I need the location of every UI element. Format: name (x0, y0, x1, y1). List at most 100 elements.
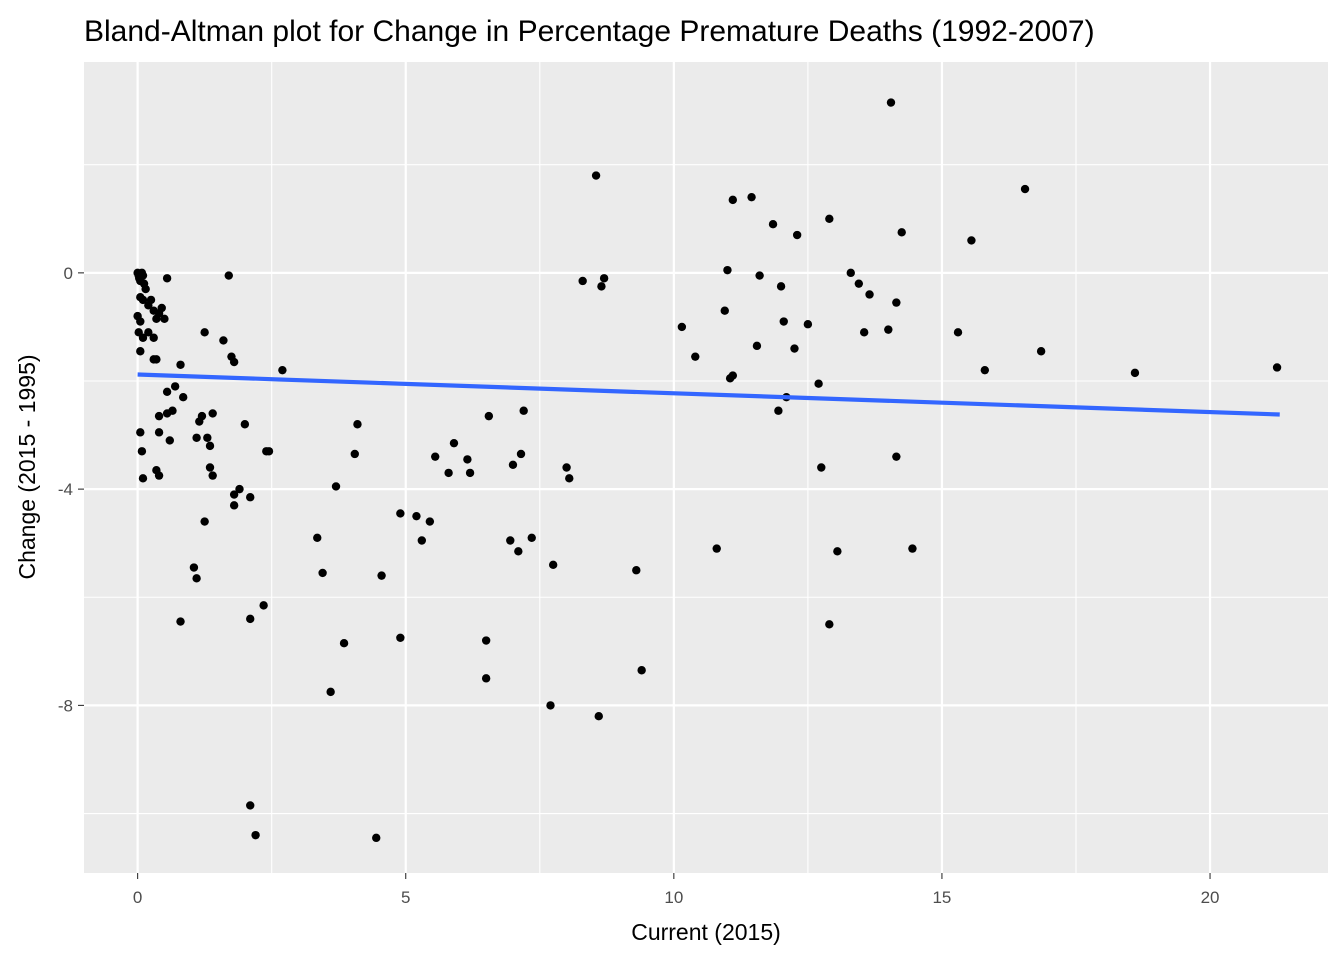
data-point (1036, 347, 1046, 356)
data-point (162, 387, 172, 397)
data-point (353, 420, 362, 429)
y-axis-title: Change (2015 - 1995) (14, 354, 40, 579)
data-points (133, 98, 1282, 843)
data-point (776, 282, 786, 291)
data-point (264, 447, 274, 456)
data-point (892, 298, 901, 307)
y-tick-label: -4 (58, 480, 73, 499)
data-point (637, 666, 646, 675)
data-point (203, 433, 212, 442)
data-point (578, 276, 587, 286)
data-point (326, 687, 335, 697)
data-point (137, 447, 147, 456)
data-point (240, 420, 250, 429)
data-point (953, 328, 963, 337)
data-point (229, 357, 239, 367)
data-point (465, 468, 475, 478)
x-axis-ticks: 0 5 10 15 20 (133, 873, 1219, 907)
y-tick-label: 0 (64, 264, 73, 283)
data-point (138, 333, 148, 342)
data-point (723, 265, 732, 275)
data-point (516, 449, 526, 459)
data-point (149, 333, 158, 342)
data-point (548, 560, 558, 570)
data-point (178, 393, 188, 402)
data-point (331, 482, 341, 491)
x-tick-label: 5 (401, 888, 410, 907)
data-point (790, 344, 799, 353)
data-point (1272, 363, 1282, 372)
data-point (833, 547, 842, 556)
y-tick-label: -8 (58, 696, 73, 715)
data-point (189, 563, 199, 572)
data-point (168, 406, 177, 415)
data-point (162, 274, 172, 283)
data-point (165, 436, 174, 445)
data-point (519, 406, 528, 415)
y-axis-ticks: 0 -4 -8 (58, 264, 84, 715)
data-point (377, 571, 386, 580)
data-point (854, 279, 864, 288)
data-point (825, 620, 834, 629)
data-point (251, 830, 260, 840)
data-point (859, 328, 869, 337)
data-point (514, 547, 523, 556)
data-point (747, 192, 756, 202)
data-point (594, 712, 603, 721)
data-point (197, 411, 207, 421)
data-point (160, 314, 169, 324)
data-point (396, 633, 405, 643)
data-point (146, 295, 156, 305)
data-point (484, 411, 494, 421)
data-point (774, 406, 783, 415)
data-point (246, 493, 255, 502)
data-point (154, 428, 164, 437)
data-point (246, 801, 255, 810)
x-tick-label: 10 (664, 888, 683, 907)
data-point (865, 290, 874, 299)
data-point (141, 284, 150, 294)
data-point (192, 433, 201, 442)
data-point (967, 236, 976, 245)
data-point (229, 490, 239, 499)
data-point (200, 517, 209, 526)
data-point (527, 533, 536, 542)
data-point (412, 511, 421, 521)
data-point (136, 317, 145, 326)
data-point (144, 328, 153, 337)
data-point (463, 455, 472, 464)
data-point (170, 382, 180, 391)
data-point (152, 355, 161, 364)
data-point (565, 474, 574, 483)
data-point (546, 701, 555, 710)
data-point (599, 274, 609, 283)
chart-title: Bland-Altman plot for Change in Percenta… (84, 15, 1095, 48)
data-point (597, 282, 606, 291)
data-point (350, 449, 359, 459)
data-point (892, 452, 901, 461)
data-point (138, 271, 148, 280)
data-point (817, 463, 826, 472)
data-point (313, 533, 322, 542)
data-point (720, 306, 729, 315)
data-point (444, 468, 453, 478)
data-point (825, 214, 834, 223)
data-point (138, 474, 148, 483)
data-point (591, 171, 601, 180)
data-point (224, 271, 233, 280)
data-point (136, 428, 145, 437)
data-point (768, 220, 778, 229)
trend-line-group (137, 372, 1280, 417)
trend-line (137, 372, 1280, 417)
x-tick-label: 15 (932, 888, 951, 907)
data-point (792, 230, 802, 240)
data-point (192, 574, 201, 583)
data-point (886, 98, 896, 107)
data-point (205, 463, 215, 472)
data-point (246, 614, 255, 624)
data-point (712, 544, 721, 553)
data-point (176, 360, 185, 369)
data-point (208, 409, 217, 418)
